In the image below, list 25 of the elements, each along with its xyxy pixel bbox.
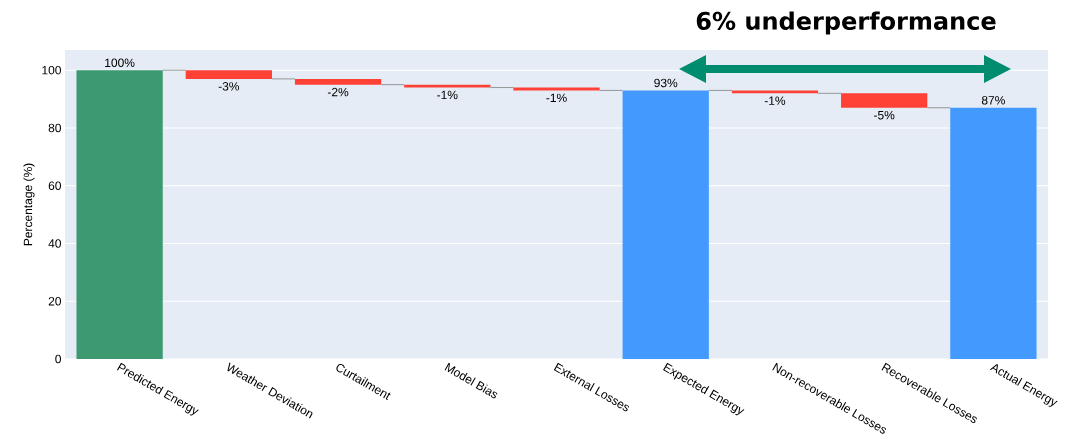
y-tick-label: 60 — [48, 181, 62, 190]
bar — [76, 70, 163, 359]
data-label: -1% — [437, 90, 458, 100]
y-tick-label: 0 — [55, 354, 62, 364]
y-tick-label: 20 — [48, 297, 62, 306]
y-tick-label: 40 — [48, 239, 62, 248]
text: 6% underperformance — [696, 11, 996, 35]
bar — [950, 107, 1037, 359]
bar — [294, 78, 382, 85]
bar — [622, 90, 709, 359]
data-label: -5% — [874, 110, 895, 120]
bar — [404, 84, 491, 88]
data-label: -1% — [764, 96, 786, 105]
data-label: 100% — [105, 58, 135, 68]
y-tick-label: 100 — [42, 65, 61, 75]
y-tick-label: 80 — [48, 123, 62, 133]
y-axis-title: Percentage (%) — [23, 163, 35, 246]
data-label: 87% — [981, 96, 1005, 105]
data-label: -2% — [327, 87, 349, 97]
data-label: 93% — [654, 78, 678, 88]
bar — [841, 93, 928, 108]
data-label: -1% — [546, 93, 567, 103]
bar — [731, 90, 819, 94]
bar — [185, 70, 272, 79]
data-label: -3% — [218, 82, 240, 91]
